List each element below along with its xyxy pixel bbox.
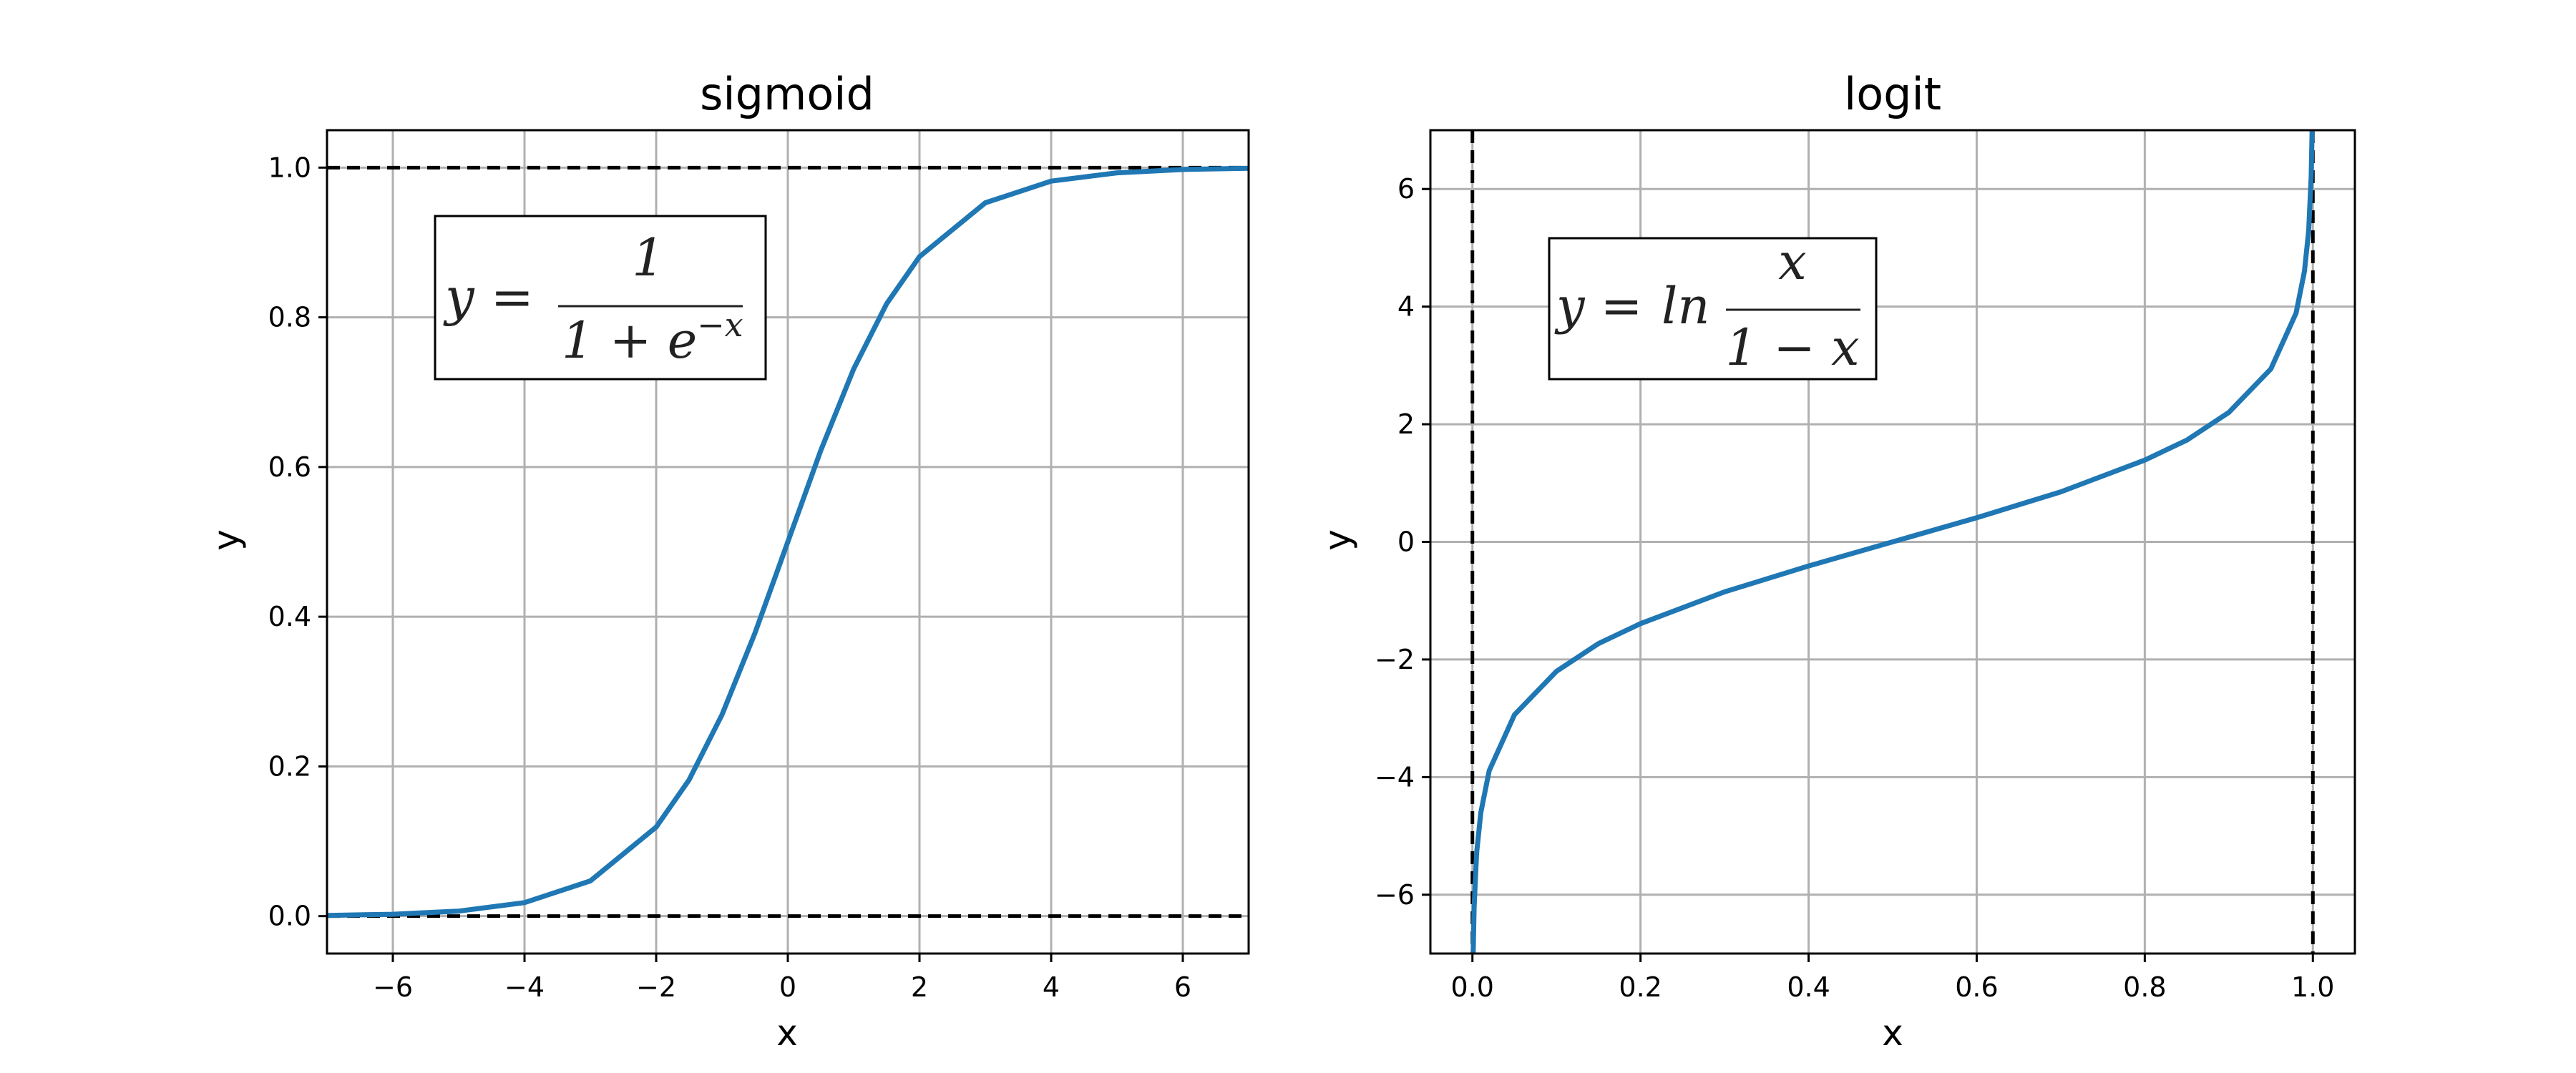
sigmoid-x-axis-label: x bbox=[776, 1012, 798, 1054]
logit-title: logit bbox=[1844, 68, 1941, 120]
logit-y-tick-label: −4 bbox=[1375, 761, 1415, 793]
sigmoid-x-tick-label: −2 bbox=[636, 971, 676, 1003]
logit-grid bbox=[1430, 130, 2355, 954]
logit-x-tick-label: 0.8 bbox=[2123, 971, 2166, 1003]
sigmoid-formula-lhs: y = bbox=[443, 267, 534, 327]
logit-y-axis-label: y bbox=[1317, 529, 1358, 551]
sigmoid-x-tick-label: 0 bbox=[779, 971, 796, 1003]
logit-curve-layer bbox=[1470, 130, 2315, 954]
sigmoid-y-tick-label: 1.0 bbox=[268, 152, 311, 183]
logit-x-tick-label: 1.0 bbox=[2291, 971, 2334, 1003]
sigmoid-y-tick-label: 0.6 bbox=[268, 451, 311, 483]
logit-x-axis-label: x bbox=[1882, 1012, 1903, 1054]
logit-x-tick-label: 0.6 bbox=[1955, 971, 1998, 1003]
sigmoid-curve bbox=[327, 165, 1249, 918]
sigmoid-formula-denominator: 1 + e−x bbox=[562, 305, 743, 370]
sigmoid-title: sigmoid bbox=[700, 68, 874, 120]
logit-y-tick-label: 2 bbox=[1397, 408, 1415, 440]
logit-formula-box: y = ln x 1 − x bbox=[1548, 232, 1878, 381]
logit-x-tick-label: 0.4 bbox=[1787, 971, 1830, 1003]
sigmoid-curve-layer bbox=[327, 165, 1249, 918]
logit-x-tick-label: 0.0 bbox=[1451, 971, 1494, 1003]
logit-ticks: 0.0 0.2 0.4 0.6 0.8 1.0 −6 −4 −2 0 2 4 6 bbox=[1375, 173, 2335, 1003]
sigmoid-ticks: −6 −4 −2 0 2 4 6 0.0 0.2 0.4 0.6 0.8 1.0 bbox=[268, 152, 1192, 1003]
logit-x-tick-label: 0.2 bbox=[1619, 971, 1662, 1003]
logit-formula-fn: ln bbox=[1662, 277, 1709, 335]
sigmoid-x-tick-label: −4 bbox=[504, 971, 545, 1003]
sigmoid-formula-box: y = 1 1 + e−x bbox=[434, 215, 767, 381]
sigmoid-formula-denominator-base: 1 + e bbox=[562, 311, 697, 370]
sigmoid-y-tick-label: 0.4 bbox=[268, 601, 311, 632]
sigmoid-formula-exponent: −x bbox=[697, 305, 743, 344]
logit-y-tick-label: 0 bbox=[1397, 526, 1415, 558]
logit-panel: 0.0 0.2 0.4 0.6 0.8 1.0 −6 −4 −2 0 2 4 6 logit x y y… bbox=[1317, 68, 2356, 1054]
logit-y-tick-label: −2 bbox=[1375, 644, 1415, 675]
sigmoid-formula-numerator: 1 bbox=[632, 227, 665, 288]
logit-formula-lhs: y = bbox=[1554, 277, 1642, 335]
sigmoid-x-tick-label: 4 bbox=[1043, 971, 1060, 1003]
logit-y-tick-label: −6 bbox=[1375, 879, 1415, 911]
sigmoid-x-tick-label: 6 bbox=[1174, 971, 1191, 1003]
sigmoid-y-tick-label: 0.0 bbox=[268, 901, 311, 932]
sigmoid-y-axis-label: y bbox=[205, 529, 247, 551]
logit-formula-denominator: 1 − x bbox=[1725, 318, 1859, 377]
logit-formula-numerator: x bbox=[1778, 232, 1806, 291]
sigmoid-panel: −6 −4 −2 0 2 4 6 0.0 0.2 0.4 0.6 0.8 1.0 sigmoid x y… bbox=[205, 68, 1250, 1054]
sigmoid-y-tick-label: 0.2 bbox=[268, 750, 311, 782]
sigmoid-y-tick-label: 0.8 bbox=[268, 302, 311, 333]
logit-y-tick-label: 4 bbox=[1397, 291, 1415, 323]
sigmoid-formula-frame bbox=[434, 215, 767, 381]
logit-asymptotes bbox=[1470, 130, 2315, 954]
sigmoid-asymptotes bbox=[327, 165, 1249, 918]
sigmoid-x-tick-label: −6 bbox=[373, 971, 413, 1003]
logit-y-tick-label: 6 bbox=[1397, 173, 1415, 205]
logit-curve bbox=[1470, 130, 2315, 954]
sigmoid-x-tick-label: 2 bbox=[911, 971, 928, 1003]
